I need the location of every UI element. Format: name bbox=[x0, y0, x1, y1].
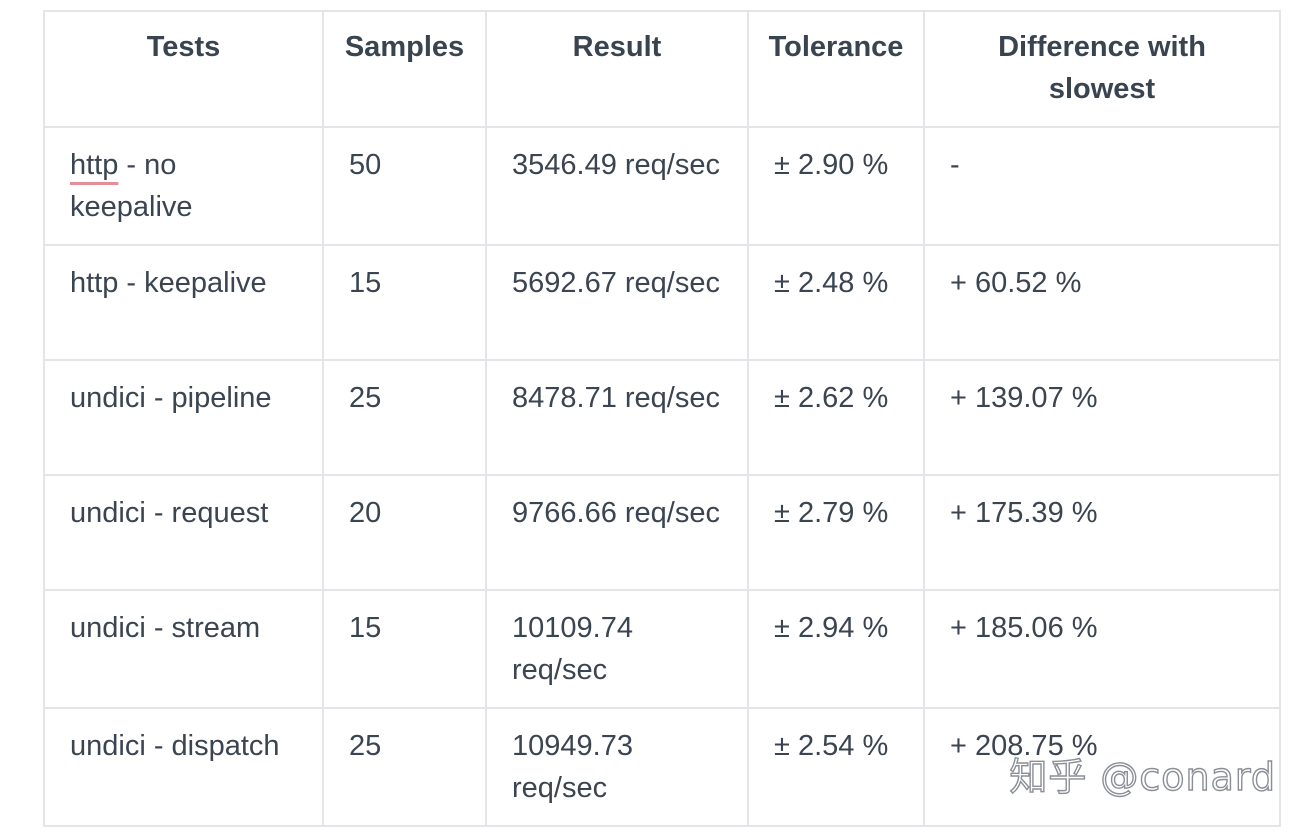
cell-difference: + 139.07 % bbox=[923, 359, 1281, 476]
cell-tolerance: ± 2.62 % bbox=[747, 359, 925, 476]
table-row: undici - request 20 9766.66 req/sec ± 2.… bbox=[43, 474, 1281, 591]
header-difference: Difference with slowest bbox=[923, 10, 1281, 128]
table-row: undici - stream 15 10109.74 req/sec ± 2.… bbox=[43, 589, 1281, 709]
cell-result: 3546.49 req/sec bbox=[485, 126, 749, 246]
cell-difference: + 60.52 % bbox=[923, 244, 1281, 361]
cell-samples: 15 bbox=[322, 589, 487, 709]
cell-test: undici - dispatch bbox=[43, 707, 324, 827]
benchmark-table: Tests Samples Result Tolerance Differenc… bbox=[43, 10, 1281, 827]
cell-samples: 50 bbox=[322, 126, 487, 246]
cell-tolerance: ± 2.48 % bbox=[747, 244, 925, 361]
cell-tolerance: ± 2.54 % bbox=[747, 707, 925, 827]
cell-test: undici - stream bbox=[43, 589, 324, 709]
cell-samples: 20 bbox=[322, 474, 487, 591]
cell-result: 8478.71 req/sec bbox=[485, 359, 749, 476]
table-row: http - no keepalive 50 3546.49 req/sec ±… bbox=[43, 126, 1281, 246]
cell-difference: - bbox=[923, 126, 1281, 246]
cell-test-rest: - no keepalive bbox=[70, 149, 193, 223]
cell-result: 5692.67 req/sec bbox=[485, 244, 749, 361]
header-tolerance: Tolerance bbox=[747, 10, 925, 128]
cell-tolerance: ± 2.94 % bbox=[747, 589, 925, 709]
header-samples: Samples bbox=[322, 10, 487, 128]
benchmark-table-container: Tests Samples Result Tolerance Differenc… bbox=[43, 10, 1281, 827]
header-result: Result bbox=[485, 10, 749, 128]
cell-result: 10109.74 req/sec bbox=[485, 589, 749, 709]
cell-test: http - no keepalive bbox=[43, 126, 324, 246]
cell-test: undici - pipeline bbox=[43, 359, 324, 476]
cell-samples: 25 bbox=[322, 359, 487, 476]
cell-samples: 15 bbox=[322, 244, 487, 361]
cell-difference: + 208.75 % bbox=[923, 707, 1281, 827]
header-tests: Tests bbox=[43, 10, 324, 128]
cell-result: 10949.73 req/sec bbox=[485, 707, 749, 827]
watermark: 知乎 @conard bbox=[1009, 754, 1276, 799]
cell-difference: + 175.39 % bbox=[923, 474, 1281, 591]
table-row: undici - pipeline 25 8478.71 req/sec ± 2… bbox=[43, 359, 1281, 476]
table-row: http - keepalive 15 5692.67 req/sec ± 2.… bbox=[43, 244, 1281, 361]
table-header-row: Tests Samples Result Tolerance Differenc… bbox=[43, 10, 1281, 128]
cell-difference: + 185.06 % bbox=[923, 589, 1281, 709]
cell-test: http - keepalive bbox=[43, 244, 324, 361]
cell-test: undici - request bbox=[43, 474, 324, 591]
cell-tolerance: ± 2.79 % bbox=[747, 474, 925, 591]
cell-tolerance: ± 2.90 % bbox=[747, 126, 925, 246]
cell-samples: 25 bbox=[322, 707, 487, 827]
spellcheck-word: http bbox=[70, 149, 119, 181]
table-row: undici - dispatch 25 10949.73 req/sec ± … bbox=[43, 707, 1281, 827]
cell-result: 9766.66 req/sec bbox=[485, 474, 749, 591]
